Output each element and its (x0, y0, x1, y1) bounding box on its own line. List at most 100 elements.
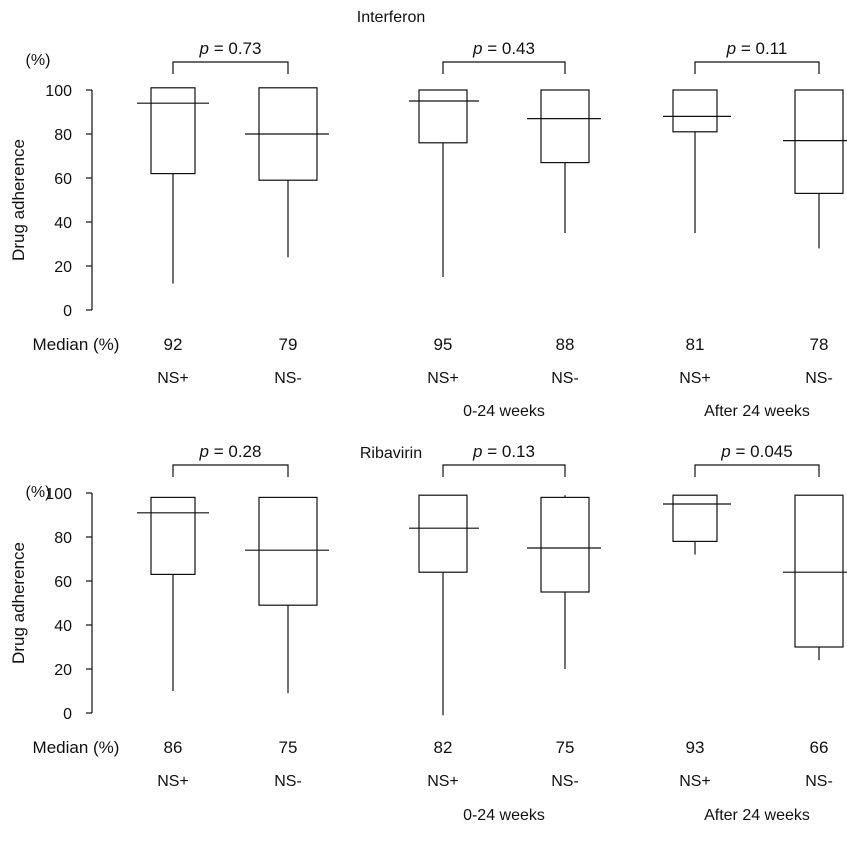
p-value-label: p = 0.28 (199, 442, 262, 461)
median-value: 79 (279, 335, 298, 354)
iqr-box (540, 89, 590, 164)
iqr-box (540, 496, 590, 593)
box-nsplus: 93 NS+ (663, 494, 731, 790)
box-nsplus: 81 NS+ (663, 89, 731, 387)
significance-bracket (694, 61, 820, 74)
period-label: 0-24 weeks (463, 403, 545, 420)
box-nsplus: 86 NS+ (137, 496, 209, 790)
group-0: 92 NS+ 79 NS-p = 0.73 (137, 39, 329, 387)
y-tick-label: 0 (63, 303, 72, 320)
y-tick-label: 20 (54, 259, 72, 276)
box-nsplus: 95 NS+ (409, 89, 479, 387)
iqr-box (794, 494, 844, 648)
y-axis-label: Drug adherence (9, 542, 28, 664)
y-tick-label: 80 (54, 530, 72, 547)
p-symbol: p (726, 39, 736, 58)
p-value-text: = 0.11 (736, 39, 787, 58)
group-1: 82 NS+ 75 NS-p = 0.13 0-24 weeks (409, 442, 601, 824)
panel-title: Interferon (357, 9, 425, 26)
p-value-label: p = 0.43 (472, 39, 535, 58)
y-unit-label: (%) (26, 484, 51, 501)
group-label: NS- (805, 773, 833, 790)
iqr-box (258, 496, 318, 606)
group-label: NS- (805, 370, 833, 387)
panel-title: Ribavirin (360, 445, 422, 462)
p-value-label: p = 0.11 (726, 39, 788, 58)
group-2: 81 NS+ 78 NS-p = 0.11 After 24 weeks (663, 39, 847, 420)
p-value-label: p = 0.045 (720, 442, 792, 461)
iqr-box (672, 89, 718, 133)
median-value: 66 (810, 738, 829, 757)
median-value: 95 (434, 335, 453, 354)
y-tick-label: 100 (45, 486, 72, 503)
median-value: 88 (556, 335, 575, 354)
median-value: 92 (164, 335, 183, 354)
group-label: NS- (551, 773, 579, 790)
median-value: 82 (434, 738, 453, 757)
median-value: 78 (810, 335, 829, 354)
significance-bracket (172, 61, 289, 74)
group-label: NS+ (679, 370, 711, 387)
group-label: NS+ (427, 370, 459, 387)
p-symbol: p (720, 442, 730, 461)
group-2: 93 NS+ 66 NS-p = 0.045 After 24 weeks (663, 442, 847, 824)
group-label: NS+ (157, 370, 189, 387)
group-1: 95 NS+ 88 NS-p = 0.43 0-24 weeks (409, 39, 601, 420)
group-label: NS- (551, 370, 579, 387)
y-tick-label: 60 (54, 171, 72, 188)
p-symbol: p (199, 442, 209, 461)
median-value: 93 (686, 738, 705, 757)
group-0: 86 NS+ 75 NS-p = 0.28 (137, 442, 329, 790)
box-nsminus: 66 NS- (783, 494, 847, 790)
p-value-text: = 0.28 (209, 442, 261, 461)
y-tick-label: 40 (54, 618, 72, 635)
box-nsminus: 78 NS- (783, 89, 847, 387)
median-row-label: Median (%) (33, 335, 120, 354)
y-tick-label: 40 (54, 215, 72, 232)
box-nsplus: 82 NS+ (409, 494, 479, 790)
iqr-box (418, 494, 468, 573)
median-row-label: Median (%) (33, 738, 120, 757)
significance-bracket (442, 464, 566, 477)
iqr-box (794, 89, 844, 195)
group-label: NS- (274, 370, 302, 387)
group-label: NS+ (679, 773, 711, 790)
y-axis-label: Drug adherence (9, 139, 28, 261)
median-value: 81 (686, 335, 705, 354)
significance-bracket (172, 464, 289, 477)
box-nsminus: 88 NS- (527, 89, 601, 387)
box-nsminus: 75 NS- (245, 496, 329, 790)
y-tick-label: 60 (54, 574, 72, 591)
iqr-box (150, 496, 196, 575)
p-value-label: p = 0.13 (472, 442, 535, 461)
period-label: After 24 weeks (704, 807, 810, 824)
box-nsminus: 75 NS- (527, 495, 601, 790)
y-tick-label: 80 (54, 127, 72, 144)
significance-bracket (694, 464, 820, 477)
period-label: 0-24 weeks (463, 807, 545, 824)
iqr-box (672, 494, 718, 543)
group-label: NS+ (157, 773, 189, 790)
median-value: 86 (164, 738, 183, 757)
period-label: After 24 weeks (704, 403, 810, 420)
p-value-text: = 0.43 (483, 39, 535, 58)
iqr-box (150, 87, 196, 175)
group-label: NS+ (427, 773, 459, 790)
iqr-box (418, 89, 468, 144)
panel-ribavirin: Ribavirin (%) Drug adherence 0 20 40 60 80 100 Me… (9, 442, 847, 824)
p-symbol: p (472, 39, 482, 58)
p-symbol: p (472, 442, 482, 461)
y-unit-label: (%) (26, 52, 51, 69)
y-tick-label: 0 (63, 706, 72, 723)
p-value-text: = 0.13 (483, 442, 535, 461)
y-tick-label: 100 (45, 83, 72, 100)
y-tick-label: 20 (54, 662, 72, 679)
significance-bracket (442, 61, 566, 74)
p-value-text: = 0.045 (731, 442, 793, 461)
p-value-text: = 0.73 (209, 39, 261, 58)
median-value: 75 (279, 738, 298, 757)
panel-interferon: Interferon (%) Drug adherence 0 20 40 60 80 100 M… (9, 9, 847, 420)
p-value-label: p = 0.73 (199, 39, 262, 58)
p-symbol: p (199, 39, 209, 58)
